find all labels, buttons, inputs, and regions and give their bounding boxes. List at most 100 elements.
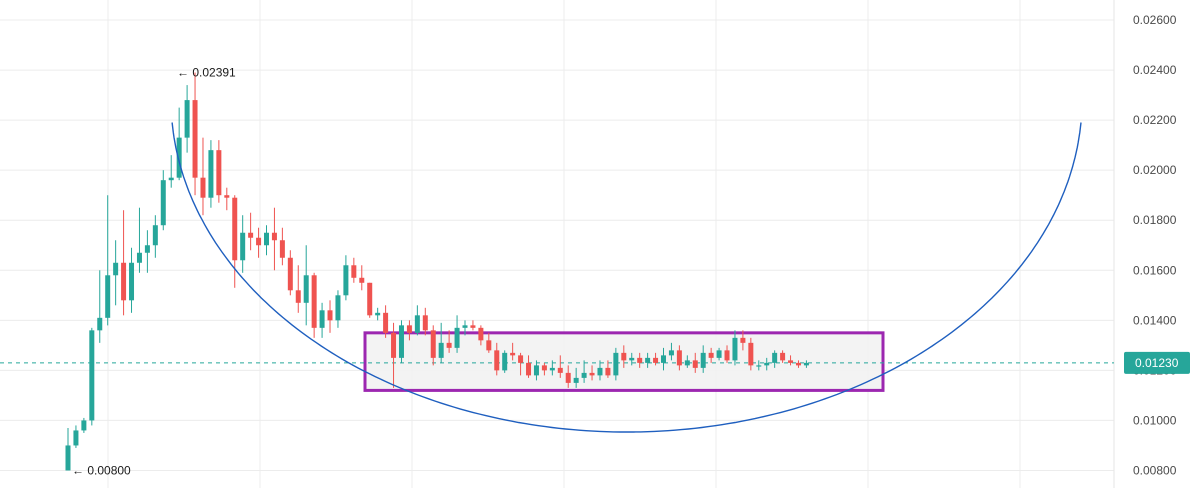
candle-body (256, 237, 262, 246)
candle-body (716, 350, 722, 358)
candle-body (732, 337, 738, 361)
candle-body (803, 362, 809, 366)
candle (105, 195, 111, 326)
candle (732, 330, 738, 366)
candle-body (668, 350, 674, 356)
candle-body (97, 317, 103, 331)
candle (613, 347, 619, 381)
candle-body (764, 362, 770, 366)
candle-body (81, 420, 87, 431)
candle-body (637, 357, 643, 363)
candle-body (105, 275, 111, 318)
candle-body (240, 232, 246, 261)
candle (756, 360, 762, 371)
y-tick-label: 0.00800 (1133, 463, 1177, 477)
candle-body (232, 197, 238, 261)
candle-body (351, 265, 357, 278)
candle-body (565, 372, 571, 383)
candle (256, 227, 262, 258)
candle (533, 360, 539, 381)
candle (303, 245, 309, 326)
candle (81, 417, 87, 433)
candle-body (414, 315, 420, 333)
candle-body (518, 355, 524, 363)
candle-body (391, 332, 397, 358)
candle-body (581, 372, 587, 378)
candle (367, 282, 373, 318)
candle (406, 320, 412, 341)
candle-body (557, 367, 563, 373)
candle-body (621, 352, 627, 361)
candle-body (740, 337, 746, 343)
candle (359, 265, 365, 291)
candle-body (319, 310, 325, 328)
candle (129, 247, 135, 313)
candle-body (65, 445, 71, 471)
candle (65, 427, 71, 471)
candle (438, 322, 444, 363)
candle (319, 302, 325, 338)
candle-body (216, 150, 222, 196)
candle (422, 307, 428, 336)
candle (121, 210, 127, 316)
candle-body (684, 360, 690, 366)
candle-body (303, 275, 309, 303)
candle-body (121, 262, 127, 301)
candle-body (287, 257, 293, 291)
candle (661, 347, 666, 371)
candle (637, 352, 643, 368)
candle (351, 257, 357, 283)
candle-body (375, 312, 381, 316)
current-price-tag-bg (1124, 351, 1190, 374)
current-price-tag: 0.01230 (1124, 351, 1190, 374)
candle-body (653, 357, 659, 363)
candle-body (264, 232, 269, 246)
candle-body (486, 340, 492, 351)
candle-body (748, 342, 754, 366)
candle-body (692, 360, 698, 368)
candle (208, 140, 214, 208)
candle (795, 360, 801, 368)
candle-body (248, 232, 254, 238)
candle (414, 305, 420, 336)
candle (375, 307, 381, 321)
candle (502, 350, 508, 373)
candle (708, 347, 714, 363)
candle (454, 315, 460, 353)
candle-body (526, 362, 532, 376)
candle (549, 360, 555, 376)
candle (700, 345, 706, 373)
candle (676, 345, 682, 371)
candle (216, 140, 222, 203)
candle-body (478, 327, 484, 341)
candle (248, 212, 254, 251)
candle-body (192, 100, 198, 178)
candle (470, 320, 476, 331)
candle-body (724, 350, 730, 361)
candle (541, 362, 547, 376)
candle-body (780, 352, 786, 361)
candle (232, 195, 238, 288)
candle-body (136, 252, 142, 263)
y-tick-label: 0.02000 (1133, 163, 1177, 177)
candle (240, 215, 246, 273)
candle-body (613, 352, 619, 376)
candle (462, 320, 468, 336)
candle (526, 355, 532, 378)
price-axis: 0.02600 0.02400 0.02200 0.02000 0.01800 0.016… (1133, 13, 1177, 477)
candle-body (367, 282, 373, 316)
candle-body (462, 325, 468, 328)
candle-body (398, 325, 404, 358)
candle-body (200, 177, 206, 198)
candle (645, 352, 651, 368)
candle (311, 272, 317, 338)
candle (581, 360, 587, 383)
candles (65, 72, 809, 471)
y-tick-label: 0.02200 (1133, 113, 1177, 127)
candle (327, 300, 333, 333)
candle (192, 72, 198, 196)
candle-body (541, 365, 547, 371)
candle (803, 360, 809, 368)
